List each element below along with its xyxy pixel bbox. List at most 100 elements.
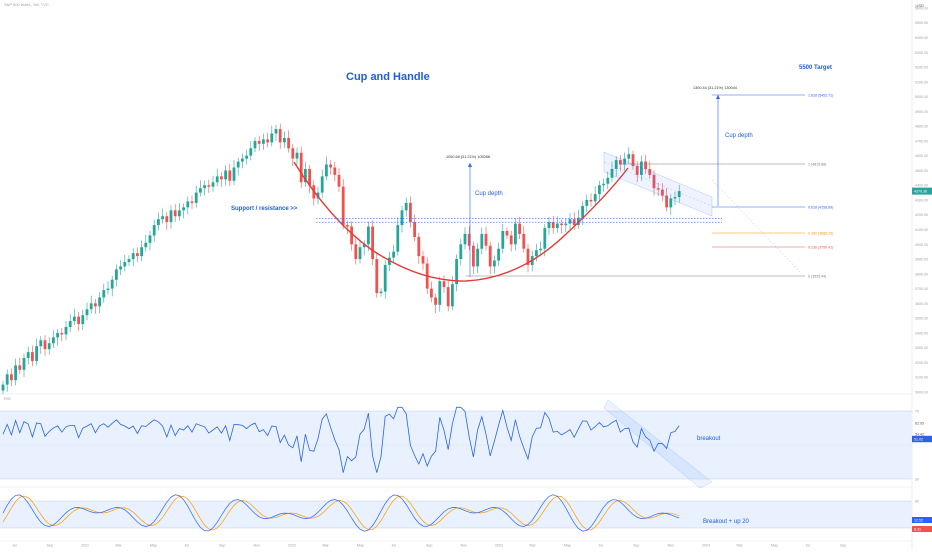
price-tick-label: 3800.00 xyxy=(915,272,928,276)
candle-body xyxy=(434,297,437,305)
rsi-line xyxy=(2,406,680,473)
time-tick-label: Mar xyxy=(116,544,123,548)
candle-body xyxy=(295,152,299,159)
candle-body xyxy=(257,140,261,144)
cup-depth-arrow-2-head xyxy=(716,95,720,99)
stoch-k-line xyxy=(2,494,680,532)
price-tick-label: 3100.00 xyxy=(915,376,928,380)
candle-body xyxy=(194,192,198,203)
candle-body xyxy=(47,343,51,350)
candle-body xyxy=(39,340,43,347)
price-tick-label: 3000.00 xyxy=(915,391,928,395)
candle-body xyxy=(10,374,13,381)
price-tick-label: 4500.00 xyxy=(915,169,928,173)
price-axis-bg xyxy=(912,0,932,550)
candle-body xyxy=(203,185,206,189)
candle-body xyxy=(535,250,538,257)
candle-body xyxy=(581,205,584,218)
candle-body xyxy=(661,189,664,196)
candle-body xyxy=(157,219,160,226)
candle-body xyxy=(631,154,635,167)
price-tick-label: 3700.00 xyxy=(915,287,928,291)
candle-body xyxy=(383,264,387,292)
candle-body xyxy=(652,174,656,189)
candle-body xyxy=(110,279,114,289)
price-tick-label: 4300.00 xyxy=(915,198,928,202)
candle-body xyxy=(43,340,47,350)
currency-label: USD xyxy=(915,3,924,8)
candle-body xyxy=(127,259,131,263)
candle-body xyxy=(144,242,148,248)
time-tick-label: Mar xyxy=(323,544,330,548)
stoch-upper-tick: 80 xyxy=(915,500,919,504)
price-tick-label: 5000.00 xyxy=(915,95,928,99)
time-tick-label: Jul xyxy=(599,544,604,548)
stoch-k-tag xyxy=(912,517,932,523)
price-tick-label: 5200.00 xyxy=(915,66,928,70)
time-tick-label: Sep xyxy=(840,544,846,548)
candle-body xyxy=(556,223,559,229)
price-tick-label: 5300.00 xyxy=(915,51,928,55)
candle-body xyxy=(31,352,34,361)
candle-body xyxy=(165,216,169,223)
candle-body xyxy=(262,139,265,144)
time-tick-label: Jul xyxy=(12,544,17,548)
candle-body xyxy=(669,198,673,208)
rsi-lower-tick: 30 xyxy=(915,478,919,482)
candle-body xyxy=(480,233,484,249)
cup-depth-label-2: Cup depth xyxy=(725,133,753,139)
symbol-header: S&P 500 Index, 1W, TVC xyxy=(4,2,49,7)
candle-body xyxy=(178,210,181,217)
candle-body xyxy=(119,266,122,270)
candle-body xyxy=(413,222,416,237)
rsi-pane-label: RSI xyxy=(4,396,11,401)
candle-body xyxy=(253,140,257,149)
handle-channel-mid xyxy=(603,161,713,207)
rsi-value-tag xyxy=(912,435,932,443)
candle-body xyxy=(455,259,458,285)
candle-body xyxy=(215,176,219,183)
candle-body xyxy=(241,158,244,162)
time-tick-label: Sep xyxy=(47,544,53,548)
candle-body xyxy=(140,247,143,257)
candle-body xyxy=(564,223,568,226)
candle-body xyxy=(287,137,290,149)
candle-body xyxy=(266,139,269,143)
current-price-tag xyxy=(912,187,932,195)
candle-body xyxy=(673,197,677,199)
rsi-value-label: 54.42 xyxy=(915,432,924,436)
price-tick-label: 4000.00 xyxy=(915,243,928,247)
candle-body xyxy=(362,244,366,248)
target-annotation: 5500 Target xyxy=(799,65,832,71)
candle-body xyxy=(148,235,152,243)
candle-body xyxy=(472,245,475,267)
stoch-band xyxy=(0,501,912,528)
time-tick-label: May xyxy=(357,544,364,548)
candle-body xyxy=(14,365,17,381)
candle-body xyxy=(173,210,177,217)
candle-body xyxy=(497,248,500,261)
candle-body xyxy=(211,182,215,187)
candle-body xyxy=(228,170,232,181)
price-tick-label: 3300.00 xyxy=(915,346,928,350)
candle-body xyxy=(299,152,303,183)
candle-body xyxy=(341,186,345,226)
candle-body xyxy=(539,248,542,251)
price-tick-label: 4600.00 xyxy=(915,154,928,158)
candle-body xyxy=(136,253,139,257)
time-tick-label: Sep xyxy=(633,544,639,548)
candle-body xyxy=(52,337,55,344)
time-tick-label: Nov xyxy=(668,544,675,548)
current-price-label: 4370.36 xyxy=(914,190,927,194)
price-tick-label: 4400.00 xyxy=(915,184,928,188)
candle-body xyxy=(459,244,463,260)
candle-body xyxy=(379,291,383,294)
fib-level-label: 0.236 (3750.41) xyxy=(808,245,833,249)
fib-level-label: 1.618 (5452.71) xyxy=(808,93,833,97)
time-axis: Jul Sep 2021 Mar May Jul Sep Nov 2022 Mar May Jul Se… xyxy=(12,544,846,548)
candle-body xyxy=(505,230,509,236)
candle-body xyxy=(602,183,605,186)
price-tick-label: 5400.00 xyxy=(915,36,928,40)
candle-body xyxy=(346,225,349,227)
candle-body xyxy=(186,201,190,208)
